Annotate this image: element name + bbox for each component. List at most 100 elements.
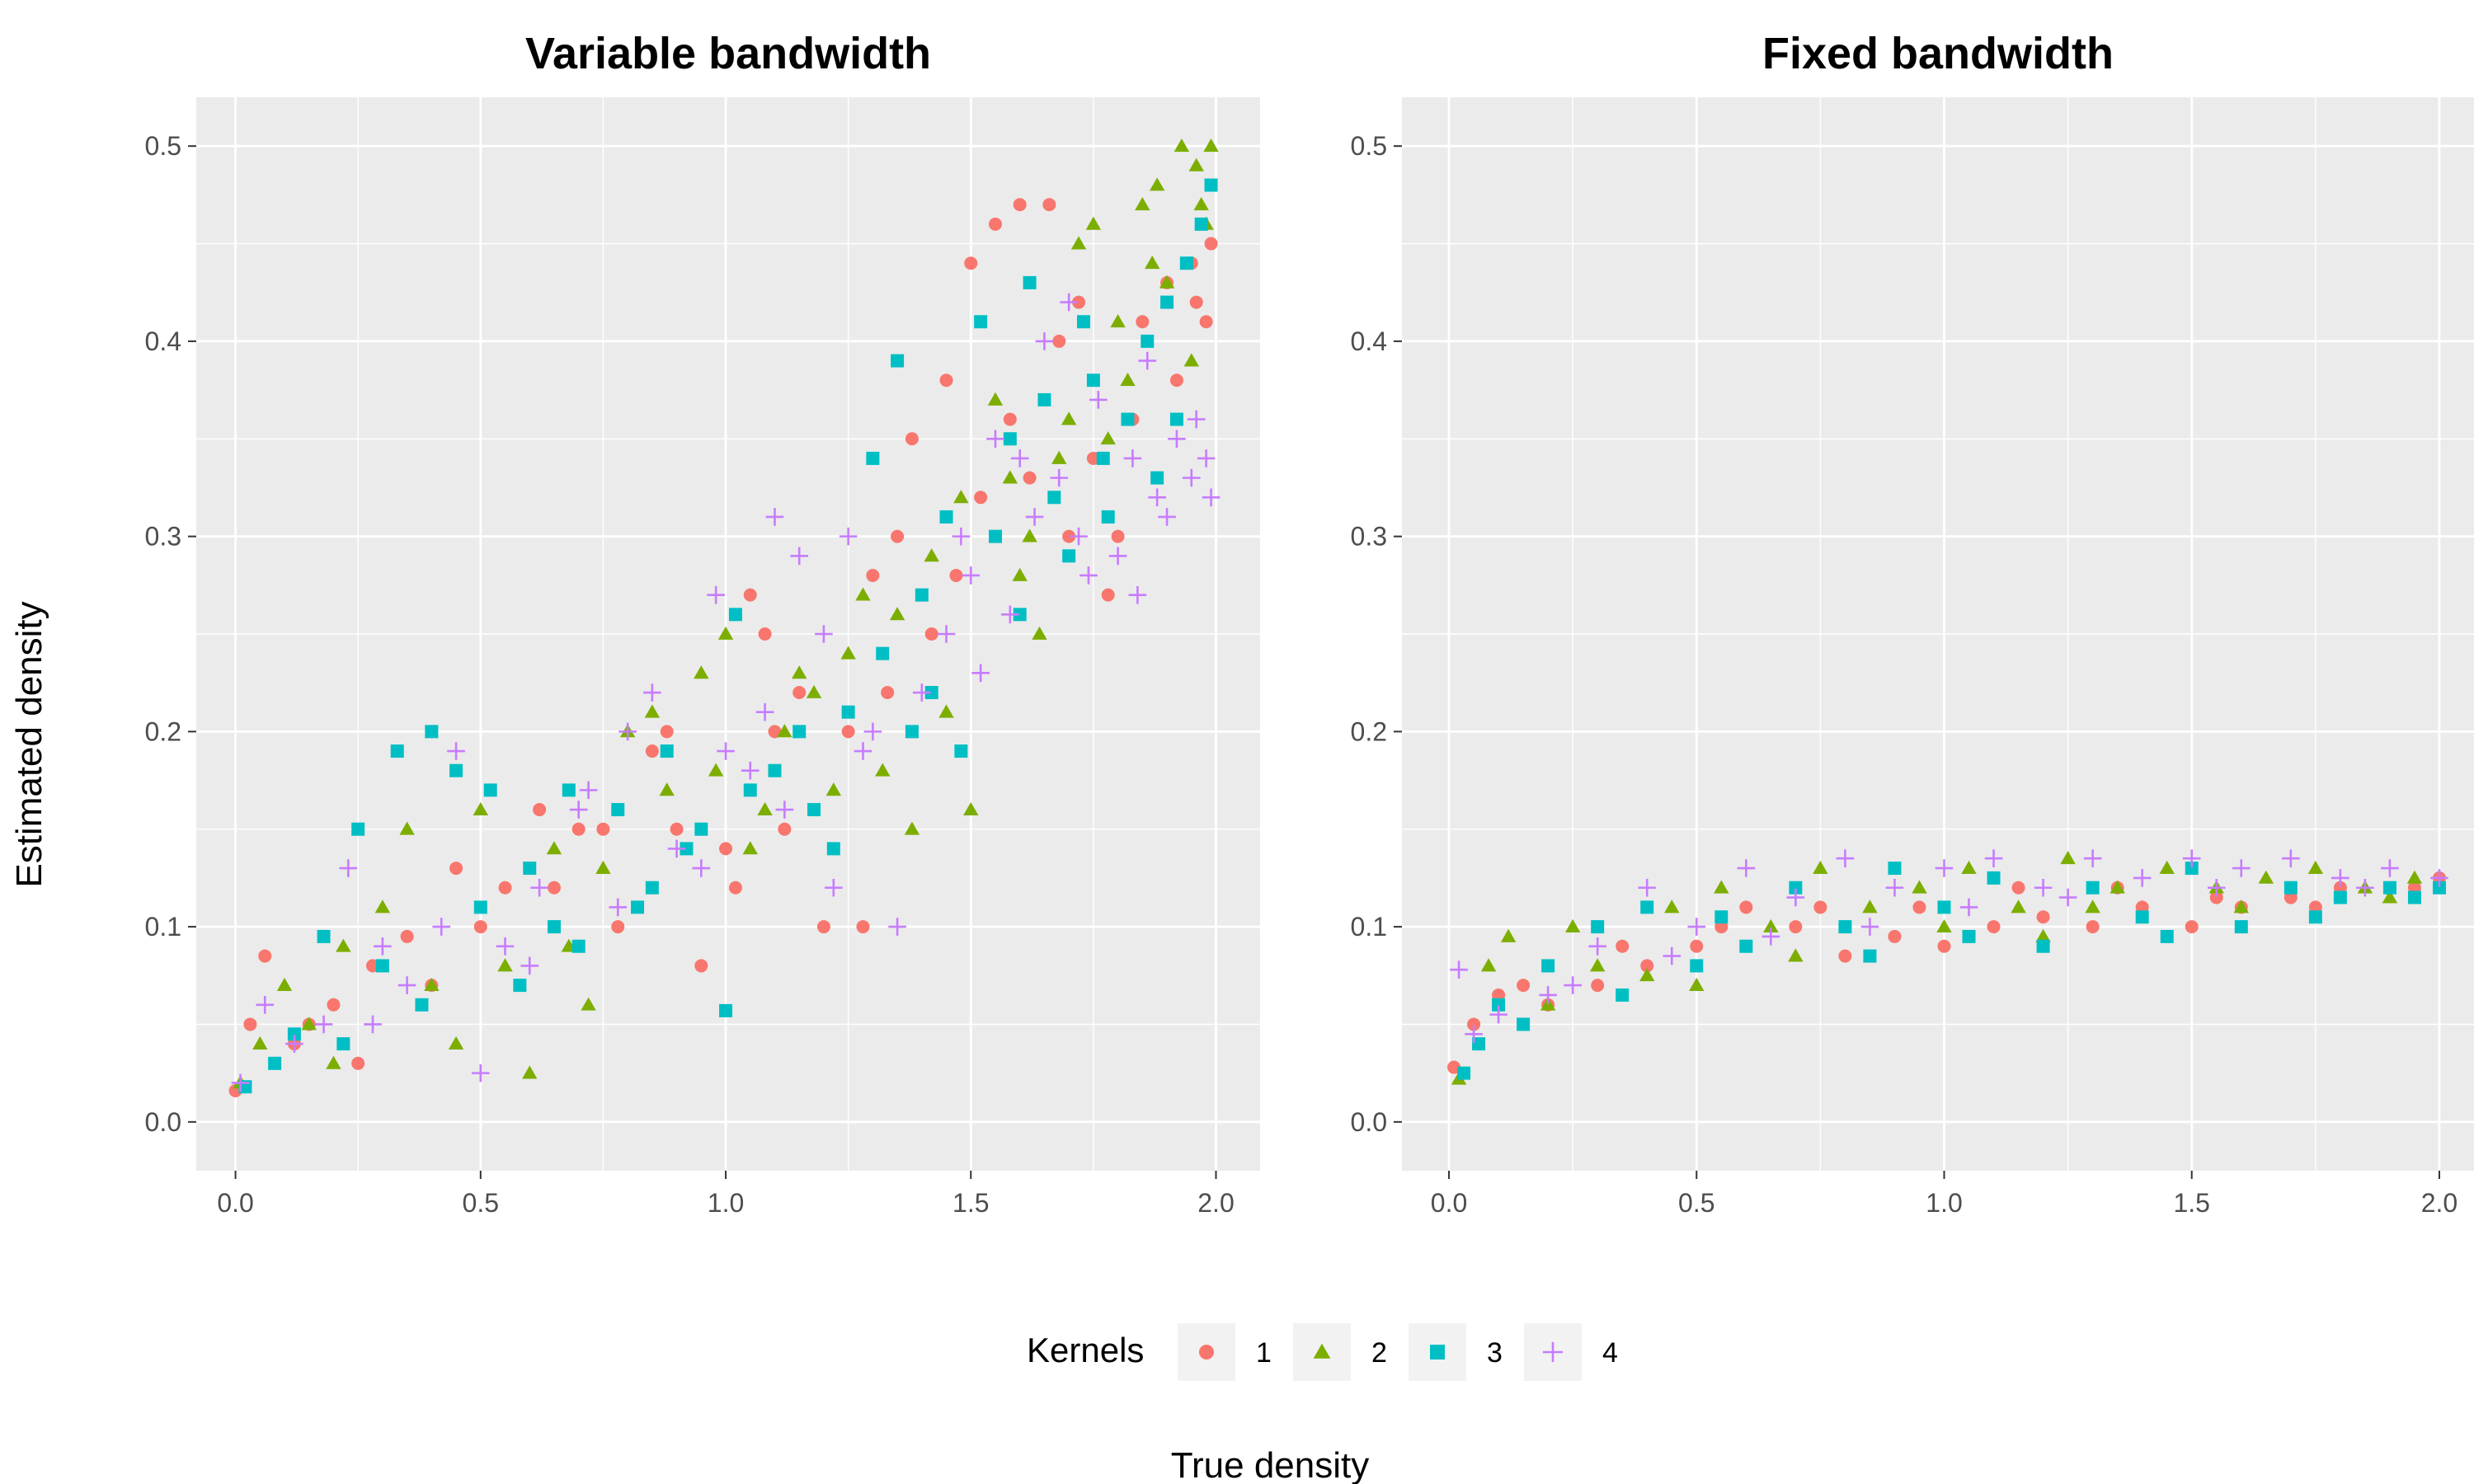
data-point bbox=[924, 548, 939, 562]
legend-entries: 1 2 3 4 bbox=[1178, 1323, 1618, 1381]
data-point bbox=[547, 920, 561, 934]
data-point bbox=[1714, 880, 1729, 894]
data-point bbox=[1062, 549, 1076, 563]
data-point bbox=[1135, 197, 1150, 211]
data-point bbox=[397, 976, 416, 994]
data-point bbox=[1489, 1005, 1507, 1024]
data-point bbox=[1070, 236, 1087, 250]
data-point bbox=[571, 822, 586, 836]
data-point bbox=[971, 664, 990, 683]
data-point bbox=[424, 977, 440, 992]
x-tick-label: 1.0 bbox=[1926, 1188, 1962, 1218]
data-point bbox=[1145, 256, 1160, 270]
data-point bbox=[2430, 869, 2448, 887]
data-point bbox=[937, 625, 956, 643]
data-point bbox=[473, 920, 487, 934]
legend-symbol bbox=[1313, 1343, 1331, 1359]
data-point bbox=[755, 702, 774, 721]
y-tick-label: 0.0 bbox=[1351, 1107, 1387, 1137]
data-point bbox=[1836, 849, 1855, 868]
data-point bbox=[924, 627, 938, 641]
data-point bbox=[1062, 529, 1076, 543]
data-point bbox=[1023, 275, 1037, 289]
data-point bbox=[1888, 862, 1902, 876]
x-tick-label: 2.0 bbox=[1197, 1188, 1234, 1218]
legend-entry-4: 4 bbox=[1524, 1323, 1618, 1381]
data-point bbox=[659, 782, 675, 796]
data-point bbox=[2135, 910, 2149, 924]
data-point bbox=[680, 842, 694, 856]
data-point bbox=[2109, 880, 2125, 894]
data-point bbox=[888, 918, 906, 936]
data-point bbox=[425, 725, 439, 739]
data-point bbox=[1789, 920, 1803, 934]
data-point bbox=[1912, 900, 1926, 914]
data-point bbox=[939, 510, 953, 524]
legend-symbol bbox=[1430, 1345, 1445, 1360]
data-point bbox=[891, 529, 905, 543]
data-point bbox=[1689, 977, 1705, 992]
data-point bbox=[618, 722, 637, 741]
data-point bbox=[1690, 939, 1704, 953]
data-point bbox=[1101, 588, 1115, 602]
data-point bbox=[2036, 939, 2050, 953]
data-point bbox=[1786, 888, 1805, 907]
data-point bbox=[913, 683, 931, 702]
series-2 bbox=[1451, 851, 2423, 1085]
data-point bbox=[924, 686, 938, 700]
x-axis-title: True density bbox=[1171, 1445, 1369, 1484]
data-point bbox=[1194, 217, 1208, 231]
data-point bbox=[1638, 878, 1657, 897]
data-point bbox=[1465, 1025, 1483, 1044]
data-point bbox=[1961, 860, 1977, 874]
data-point bbox=[498, 881, 512, 895]
data-point bbox=[1042, 198, 1056, 212]
data-point bbox=[1013, 608, 1027, 622]
data-point bbox=[775, 801, 794, 819]
data-point bbox=[1160, 295, 1174, 309]
data-point bbox=[1061, 411, 1077, 425]
data-point bbox=[806, 684, 822, 698]
data-point bbox=[757, 801, 773, 815]
data-point bbox=[717, 626, 734, 640]
data-point bbox=[2207, 878, 2226, 897]
data-point bbox=[1591, 920, 1605, 934]
data-point bbox=[1492, 998, 1506, 1012]
data-point bbox=[611, 920, 625, 934]
data-point bbox=[986, 430, 1004, 448]
data-point bbox=[905, 725, 919, 739]
data-point bbox=[1158, 508, 1176, 526]
legend-title: Kernels bbox=[1027, 1331, 1144, 1369]
data-point bbox=[719, 1003, 733, 1017]
data-point bbox=[1110, 314, 1126, 328]
data-point bbox=[1052, 334, 1066, 348]
data-point bbox=[660, 725, 674, 739]
y-tick-label: 0.4 bbox=[1351, 326, 1387, 356]
data-point bbox=[1022, 528, 1037, 542]
data-point bbox=[841, 725, 855, 739]
data-point bbox=[513, 979, 527, 993]
data-point bbox=[1987, 871, 2001, 885]
data-point bbox=[974, 315, 988, 329]
data-point bbox=[988, 529, 1002, 543]
data-point bbox=[1202, 488, 1221, 507]
y-tick-label: 0.0 bbox=[145, 1107, 181, 1137]
data-point bbox=[2085, 899, 2100, 913]
data-point bbox=[1159, 275, 1175, 289]
data-point bbox=[2307, 860, 2324, 874]
data-point bbox=[483, 783, 497, 797]
data-point bbox=[1002, 470, 1018, 484]
data-point bbox=[1149, 177, 1165, 191]
data-point bbox=[939, 373, 953, 387]
data-point bbox=[660, 744, 674, 758]
data-point bbox=[390, 744, 404, 758]
data-point bbox=[1138, 351, 1157, 370]
data-point bbox=[719, 842, 733, 856]
data-point bbox=[839, 527, 858, 546]
data-point bbox=[1013, 198, 1027, 212]
data-point bbox=[2233, 899, 2249, 913]
data-point bbox=[2308, 910, 2322, 924]
y-tick-label: 0.2 bbox=[145, 716, 181, 746]
data-point bbox=[1517, 1017, 1531, 1031]
data-point bbox=[1123, 449, 1142, 467]
